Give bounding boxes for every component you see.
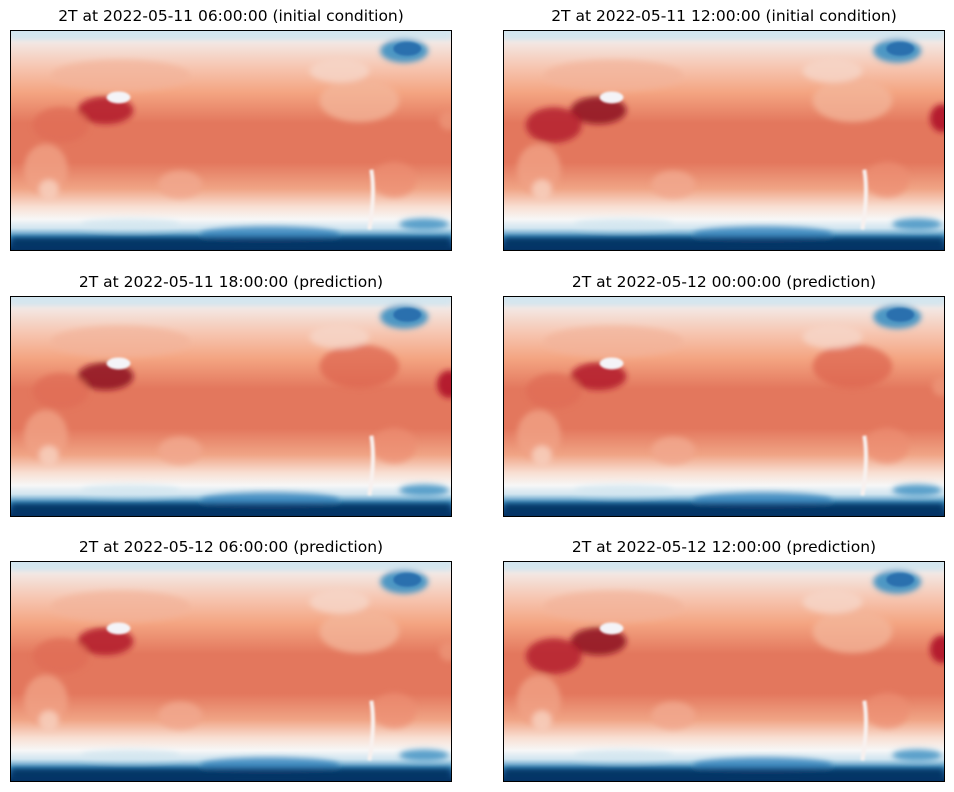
temperature-map-panel: [10, 30, 452, 251]
panel-title: 2T at 2022-05-11 12:00:00 (initial condi…: [551, 7, 897, 25]
temperature-map-panel: [503, 30, 945, 251]
temperature-map-panel: [10, 296, 452, 517]
panel-title: 2T at 2022-05-11 18:00:00 (prediction): [78, 273, 384, 291]
temperature-map: [504, 31, 944, 250]
temperature-map: [11, 562, 451, 781]
temperature-map: [504, 562, 944, 781]
temperature-map-panel: [10, 561, 452, 782]
panel-title: 2T at 2022-05-11 06:00:00 (initial condi…: [58, 7, 404, 25]
temperature-map-panel: [503, 561, 945, 782]
temperature-map-panel: [503, 296, 945, 517]
panel-title: 2T at 2022-05-12 12:00:00 (prediction): [571, 538, 877, 556]
temperature-map: [504, 297, 944, 516]
panel-title: 2T at 2022-05-12 00:00:00 (prediction): [571, 273, 877, 291]
panel-title: 2T at 2022-05-12 06:00:00 (prediction): [78, 538, 384, 556]
temperature-map: [11, 31, 451, 250]
temperature-map: [11, 297, 451, 516]
